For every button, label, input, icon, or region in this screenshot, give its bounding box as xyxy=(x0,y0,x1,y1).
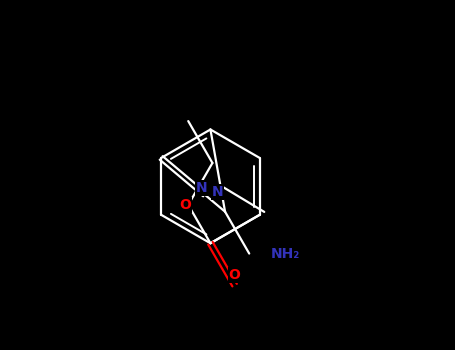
Text: NH₂: NH₂ xyxy=(271,246,300,260)
Text: N: N xyxy=(212,185,223,199)
Text: O: O xyxy=(229,268,241,282)
Text: N: N xyxy=(196,181,207,195)
Text: O: O xyxy=(179,198,192,212)
